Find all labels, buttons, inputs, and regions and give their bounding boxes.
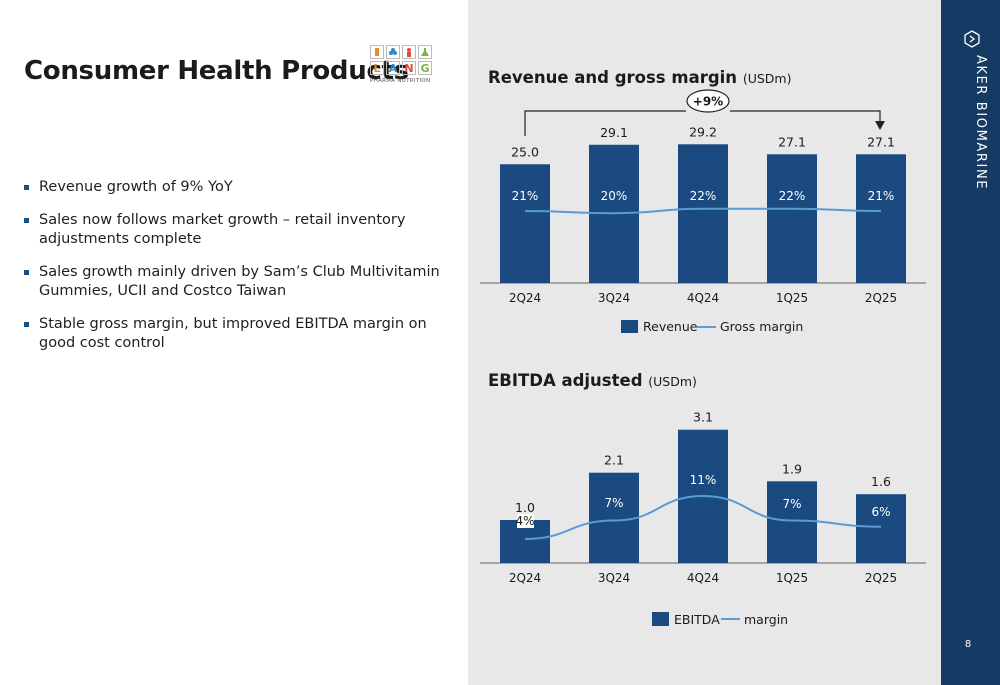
logo-letter: L bbox=[370, 61, 384, 75]
page-number: 8 bbox=[964, 639, 972, 650]
revenue-bar bbox=[767, 154, 817, 283]
ebitda-line-series bbox=[524, 494, 882, 540]
ebitda-bar bbox=[767, 481, 817, 563]
chart-panel bbox=[468, 0, 941, 685]
logo-icons bbox=[370, 45, 436, 59]
ebitda-margin-label: 6% bbox=[871, 505, 890, 519]
revenue-x-tick-label: 4Q24 bbox=[687, 291, 719, 305]
logo-icon-flask bbox=[418, 45, 432, 59]
page-title: Consumer Health Products bbox=[24, 56, 409, 86]
ebitda-margin-label: 7% bbox=[604, 496, 623, 510]
ebitda-chart-title-text: EBITDA adjusted bbox=[488, 371, 643, 390]
ebitda-x-tick-label: 2Q24 bbox=[509, 571, 541, 585]
ebitda-bar-value-label: 2.1 bbox=[604, 453, 624, 468]
revenue-bar-value-label: 25.0 bbox=[511, 144, 539, 159]
ebitda-chart-unit: (USDm) bbox=[648, 374, 697, 389]
gross-margin-label: 22% bbox=[779, 189, 806, 203]
revenue-bar bbox=[678, 144, 728, 283]
gross-margin-label: 20% bbox=[601, 189, 628, 203]
logo-letter: N bbox=[402, 61, 416, 75]
revenue-bar-value-label: 27.1 bbox=[778, 134, 806, 149]
bullet-item: Revenue growth of 9% YoY bbox=[24, 178, 444, 197]
growth-arrowhead bbox=[875, 121, 885, 130]
revenue-x-tick-label: 1Q25 bbox=[776, 291, 808, 305]
legend-ebitda-swatch bbox=[652, 612, 669, 626]
ebitda-x-tick-label: 4Q24 bbox=[687, 571, 719, 585]
revenue-chart-unit: (USDm) bbox=[742, 71, 792, 86]
ebitda-x-tick-label: 2Q25 bbox=[865, 571, 897, 585]
revenue-x-tick-label: 3Q24 bbox=[598, 291, 630, 305]
legend-margin-label: margin bbox=[744, 612, 788, 627]
bullet-marker bbox=[24, 185, 29, 190]
left-panel bbox=[0, 0, 468, 685]
logo-letters: L A N G bbox=[370, 61, 436, 75]
revenue-bar bbox=[856, 154, 906, 283]
bullet-marker bbox=[24, 218, 29, 223]
logo-icon-person bbox=[402, 45, 416, 59]
gross-margin-label: 22% bbox=[690, 189, 717, 203]
bullet-item: Sales growth mainly driven by Sam’s Club… bbox=[24, 263, 444, 301]
gross-margin-label: 21% bbox=[868, 189, 895, 203]
bullet-text: Stable gross margin, but improved EBITDA… bbox=[39, 316, 427, 351]
ebitda-margin-label: 4% bbox=[515, 514, 534, 528]
ebitda-x-tick-label: 1Q25 bbox=[776, 571, 808, 585]
legend-gross-margin-label: Gross margin bbox=[720, 319, 803, 334]
brand-wordmark: AKER BIOMARINE bbox=[957, 30, 987, 230]
revenue-chart-title-text: Revenue and gross margin bbox=[488, 68, 738, 87]
gross-margin-label: 21% bbox=[512, 189, 539, 203]
brand-logo-icon bbox=[964, 30, 980, 48]
logo-letter: G bbox=[418, 61, 432, 75]
ebitda-margin-label-bg bbox=[517, 514, 534, 528]
bullet-list: Revenue growth of 9% YoY Sales now follo… bbox=[24, 178, 444, 367]
revenue-bar bbox=[500, 164, 550, 283]
legend-revenue-swatch bbox=[621, 320, 638, 333]
bullet-text: Sales now follows market growth – retail… bbox=[39, 212, 406, 247]
revenue-x-tick-label: 2Q24 bbox=[509, 291, 541, 305]
revenue-chart-title: Revenue and gross margin (USDm) bbox=[488, 68, 791, 87]
revenue-bar-value-label: 29.2 bbox=[689, 124, 717, 139]
brand-name: AKER BIOMARINE bbox=[973, 55, 987, 190]
ebitda-bar-value-label: 1.0 bbox=[515, 500, 535, 515]
ebitda-margin-label: 11% bbox=[690, 473, 717, 487]
brand-bar bbox=[941, 0, 1000, 685]
ebitda-bar-value-label: 1.9 bbox=[782, 461, 802, 476]
logo-icon-clover bbox=[386, 45, 400, 59]
bullet-marker bbox=[24, 270, 29, 275]
legend-ebitda-label: EBITDA bbox=[674, 612, 720, 627]
ebitda-bar-value-label: 3.1 bbox=[693, 410, 713, 425]
bullet-item: Sales now follows market growth – retail… bbox=[24, 211, 444, 249]
bullet-text: Revenue growth of 9% YoY bbox=[39, 179, 233, 195]
bullet-item: Stable gross margin, but improved EBITDA… bbox=[24, 315, 444, 353]
legend-revenue-label: Revenue bbox=[643, 319, 698, 334]
ebitda-margin-label: 7% bbox=[782, 497, 801, 511]
logo-letter: A bbox=[386, 61, 400, 75]
ebitda-chart-title: EBITDA adjusted (USDm) bbox=[488, 371, 697, 390]
revenue-line-series bbox=[524, 207, 882, 215]
revenue-x-tick-label: 2Q25 bbox=[865, 291, 897, 305]
ebitda-bar bbox=[856, 494, 906, 563]
logo-icon-lab bbox=[370, 45, 384, 59]
revenue-bar-value-label: 27.1 bbox=[867, 134, 895, 149]
brand-svg: AKER BIOMARINE bbox=[964, 30, 987, 190]
ebitda-bar bbox=[589, 472, 639, 563]
growth-badge bbox=[686, 89, 730, 113]
growth-badge-label: +9% bbox=[693, 95, 723, 109]
logo-tagline: PHARMA NUTRITION bbox=[370, 78, 431, 84]
revenue-bar-value-label: 29.1 bbox=[600, 125, 628, 140]
bullet-text: Sales growth mainly driven by Sam’s Club… bbox=[39, 264, 440, 299]
bullet-marker bbox=[24, 322, 29, 327]
lang-logo: L A N G PHARMA NUTRITION bbox=[370, 45, 436, 95]
ebitda-x-tick-label: 3Q24 bbox=[598, 571, 630, 585]
ebitda-bar-value-label: 1.6 bbox=[871, 474, 891, 489]
growth-bracket bbox=[524, 110, 881, 136]
